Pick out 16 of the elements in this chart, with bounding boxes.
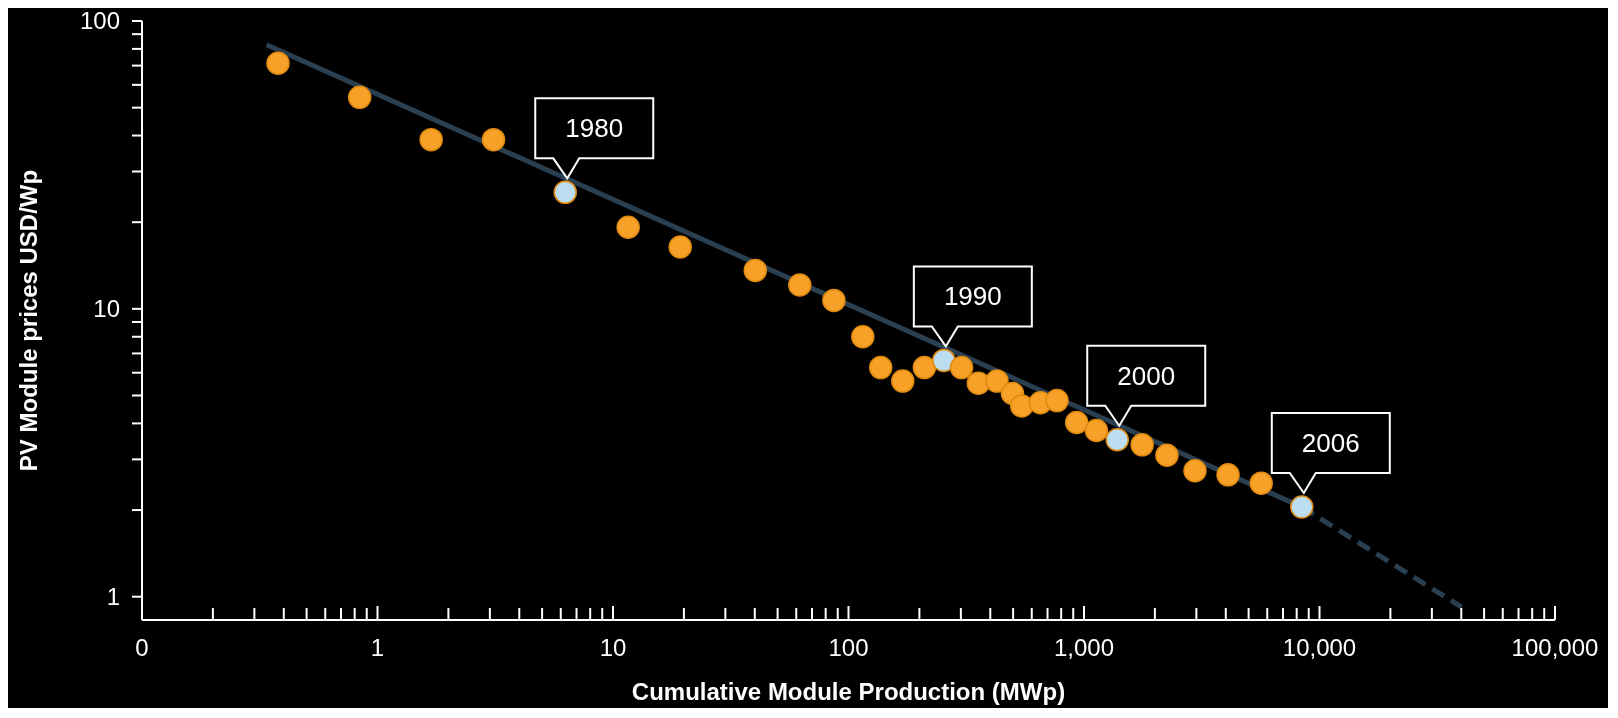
x-tick-label: 0	[135, 634, 149, 661]
y-axis-title: PV Module prices USD/Wp	[14, 169, 42, 472]
y-tick-label: 1	[106, 582, 120, 610]
x-tick-label: 1,000	[1053, 634, 1115, 661]
annotation: 2006	[1301, 427, 1360, 458]
x-tick-label: 10	[599, 634, 627, 661]
x-tick-label: 100	[828, 634, 869, 661]
x-axis-title: Cumulative Module Production (MWp)	[631, 678, 1066, 705]
annotation: 1980	[565, 113, 624, 144]
annotation: 2000	[1117, 360, 1176, 391]
x-tick-label: 1	[370, 634, 385, 661]
x-tick-label: 100,000	[1511, 634, 1599, 661]
y-tick-label: 10	[93, 294, 120, 322]
x-tick-label: 10,000	[1282, 634, 1357, 661]
annotation: 1990	[943, 281, 1002, 312]
y-tick-label: 100	[79, 7, 120, 34]
